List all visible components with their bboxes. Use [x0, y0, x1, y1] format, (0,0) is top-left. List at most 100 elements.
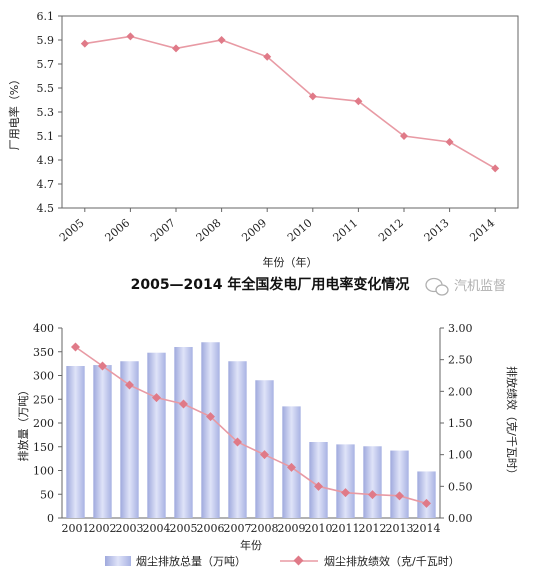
- data-point: [287, 462, 296, 472]
- data-point: [422, 498, 431, 508]
- data-point: [445, 138, 454, 146]
- x-tick-label: 2009: [239, 216, 269, 244]
- data-point: [491, 164, 500, 173]
- y-tick-label: 4.5: [37, 202, 55, 215]
- x-tick-label: 2009: [278, 522, 306, 535]
- y-tick-label: 5.7: [37, 58, 55, 71]
- bar-series-2: [66, 342, 436, 518]
- y-tick-label: 200: [33, 417, 54, 430]
- bar: [363, 446, 382, 518]
- data-point: [172, 44, 180, 53]
- data-point: [125, 380, 134, 390]
- y-ticks-left-2: 0 50 100 150 200 250 300 350 400: [33, 322, 62, 525]
- bar: [147, 352, 166, 518]
- x-tick-label: 2002: [89, 522, 117, 535]
- x-tick-label: 2008: [251, 522, 279, 535]
- y-tick-label: 5.9: [37, 34, 55, 47]
- x-axis-label-2: 年份: [240, 538, 262, 552]
- legend-bar-label: 烟尘排放总量（万吨）: [136, 554, 246, 568]
- x-tick-label: 2010: [285, 216, 315, 244]
- data-point: [260, 450, 269, 460]
- legend-line-label: 烟尘排放绩效（克/千瓦时）: [324, 554, 460, 568]
- x-tick-label: 2001: [62, 522, 90, 535]
- y-tick-label: 300: [33, 370, 54, 383]
- y-tick-label-right: 3.00: [448, 322, 473, 335]
- x-tick-label: 2012: [359, 522, 387, 535]
- y-tick-label-right: 2.00: [448, 385, 473, 398]
- y-tick-label: 250: [33, 393, 54, 406]
- series-line: [75, 346, 427, 505]
- x-tick-label: 2006: [103, 216, 133, 244]
- data-point: [152, 393, 161, 403]
- watermark-text: 汽机监督: [454, 279, 506, 294]
- y-axis-label-left-2: 排放量（万吨）: [16, 385, 30, 462]
- data-point: [233, 437, 242, 447]
- bar: [174, 347, 193, 518]
- y-tick-label: 350: [33, 346, 54, 359]
- x-tick-label: 2011: [332, 522, 360, 535]
- y-tick-label: 150: [33, 441, 54, 454]
- data-point: [395, 491, 404, 501]
- data-point: [263, 52, 272, 61]
- legend-bar-swatch: [105, 556, 131, 566]
- data-point: [80, 39, 89, 48]
- data-point: [71, 342, 80, 352]
- x-tick-label: 2012: [376, 216, 406, 244]
- bar: [309, 442, 328, 518]
- bar: [66, 366, 85, 518]
- x-axis-label-1: 年份（年）: [263, 255, 318, 269]
- y-tick-label: 100: [33, 465, 54, 478]
- y-ticks-1: 4.5 4.7 4.9 5.1 5.3 5.5 5.7 5.9 6.1: [37, 10, 62, 215]
- bar: [255, 380, 274, 518]
- y-tick-label: 50: [40, 488, 54, 501]
- x-tick-label: 2014: [467, 216, 497, 244]
- data-point: [217, 36, 226, 44]
- y-tick-label: 5.5: [37, 82, 55, 95]
- x-ticks-1: 2005 2006 2007 2008 2009 2010 2011 2012 2013 2014: [57, 208, 497, 244]
- y-tick-label: 5.1: [37, 130, 55, 143]
- y-tick-label-right: 0.50: [448, 480, 473, 493]
- y-tick-label: 6.1: [37, 10, 55, 23]
- x-ticks-2: 2001 2002 2003 2004 2005 2006 2007 2008 2009 2010…: [62, 522, 441, 535]
- watermark: 汽机监督: [425, 277, 506, 296]
- data-point: [314, 481, 323, 491]
- legend-line-marker: [293, 555, 304, 566]
- x-tick-label: 2007: [148, 216, 178, 244]
- y-tick-label-right: 1.00: [448, 449, 473, 462]
- series-points-1: [80, 32, 500, 173]
- series-line-1: [84, 35, 496, 170]
- bar: [93, 365, 112, 518]
- y-tick-label-right: 0.00: [448, 512, 473, 525]
- y-axis-label-right-2: 排放绩效（克/千瓦时）: [505, 366, 519, 480]
- wechat-icon: [425, 277, 449, 296]
- y-tick-label: 5.3: [37, 106, 55, 119]
- y-tick-label-right: 1.50: [448, 417, 473, 430]
- line-series-2: [75, 346, 427, 505]
- y-tick-label-right: 2.50: [448, 354, 473, 367]
- x-tick-label: 2013: [386, 522, 414, 535]
- x-tick-label: 2014: [413, 522, 441, 535]
- bar: [390, 450, 409, 518]
- data-point: [206, 412, 215, 422]
- bar: [120, 361, 139, 518]
- y-tick-label: 4.7: [37, 178, 55, 191]
- y-tick-label: 4.9: [37, 154, 55, 167]
- combo-chart-2: 排放量（万吨） 排放绩效（克/千瓦时） 年份 0 50 100 150 200 250 30…: [16, 322, 519, 568]
- x-tick-label: 2005: [170, 522, 198, 535]
- bar: [201, 342, 220, 518]
- x-tick-label: 2007: [224, 522, 252, 535]
- bar: [282, 406, 301, 518]
- plot-frame-1: [61, 15, 519, 209]
- line-points-2: [71, 342, 431, 508]
- y-axis-label-1: 厂用电率（%）: [7, 74, 21, 150]
- data-point: [354, 97, 363, 106]
- legend-2: 烟尘排放总量（万吨） 烟尘排放绩效（克/千瓦时）: [105, 554, 460, 568]
- y-ticks-right-2: 0.00 0.50 1.00 1.50 2.00 2.50 3.00: [440, 322, 473, 525]
- x-tick-label: 2005: [57, 216, 87, 244]
- data-point: [341, 488, 350, 498]
- data-point: [98, 361, 107, 371]
- y-tick-label: 400: [33, 322, 54, 335]
- data-point: [308, 92, 317, 101]
- y-tick-label: 0: [47, 512, 54, 525]
